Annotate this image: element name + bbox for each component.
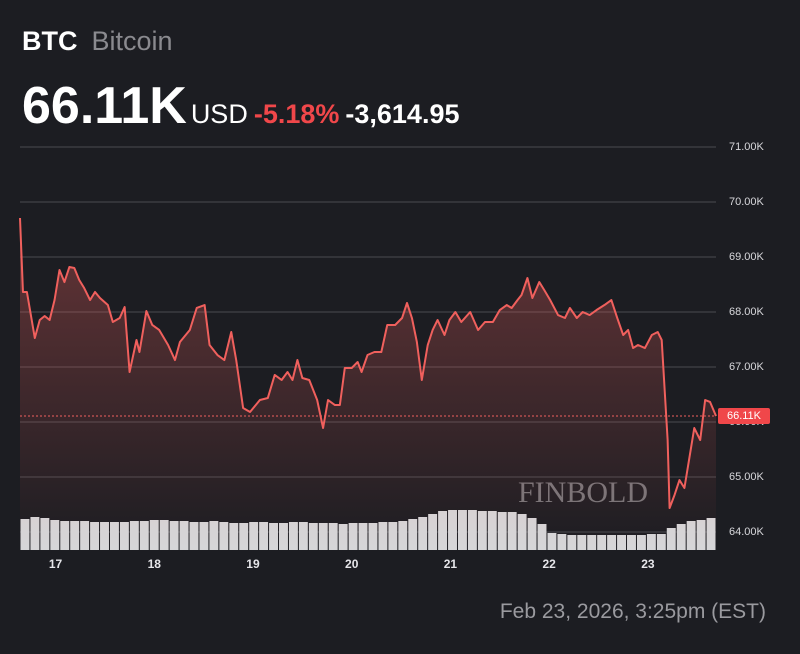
y-tick-label: 65.00K bbox=[729, 471, 765, 483]
x-tick-label: 22 bbox=[542, 557, 556, 571]
y-tick-label: 70.00K bbox=[729, 196, 765, 208]
price-marker-label: 66.11K bbox=[727, 410, 762, 422]
symbol: BTC bbox=[22, 26, 78, 56]
change-percent: -5.18% bbox=[253, 99, 340, 129]
x-tick-label: 17 bbox=[49, 557, 63, 571]
x-tick-label: 18 bbox=[148, 557, 162, 571]
price: 66.11K bbox=[22, 77, 187, 135]
y-tick-label: 64.00K bbox=[729, 526, 765, 538]
y-tick-label: 68.00K bbox=[729, 306, 765, 318]
currency: USD bbox=[190, 99, 248, 129]
x-tick-label: 23 bbox=[641, 557, 655, 571]
timestamp: Feb 23, 2026, 3:25pm (EST) bbox=[499, 600, 766, 623]
asset-name: Bitcoin bbox=[91, 26, 173, 56]
price-line bbox=[19, 217, 717, 510]
y-tick-label: 71.00K bbox=[729, 141, 765, 153]
y-tick-label: 69.00K bbox=[729, 251, 765, 263]
price-row: 66.11K USD -5.18% -3,614.95 bbox=[22, 76, 459, 136]
x-tick-label: 19 bbox=[246, 557, 260, 571]
area bbox=[20, 218, 716, 550]
price-marker-box bbox=[718, 407, 770, 424]
y-tick-label: 67.00K bbox=[729, 361, 765, 373]
change: -3,614.95 bbox=[345, 99, 460, 129]
x-tick-label: 20 bbox=[345, 557, 359, 571]
header-row: BTC Bitcoin bbox=[22, 26, 173, 57]
x-tick-label: 21 bbox=[444, 557, 458, 571]
